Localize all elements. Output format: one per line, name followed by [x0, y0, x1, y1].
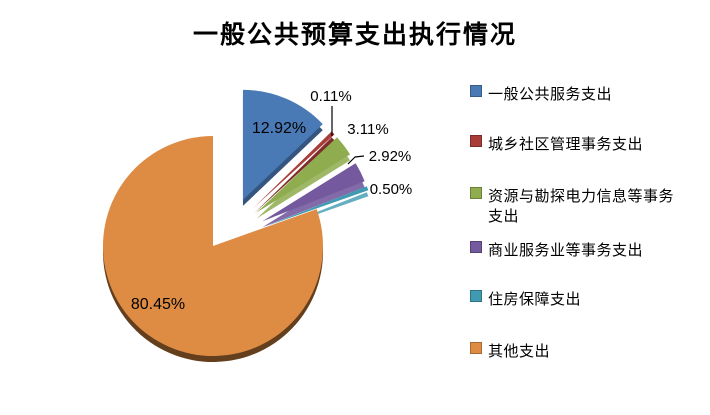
legend-item-3: 商业服务业等事务支出	[470, 241, 705, 261]
legend-item-1: 城乡社区管理事务支出	[470, 135, 705, 155]
slice-value-label-0: 12.92%	[252, 120, 306, 137]
legend-swatch-icon	[470, 135, 482, 147]
legend-item-4: 住房保障支出	[470, 290, 705, 310]
legend-swatch-icon	[470, 85, 482, 97]
legend-label: 一般公共服务支出	[488, 87, 613, 103]
legend-label: 资源与勘探电力信息等事务支出	[488, 189, 675, 225]
legend-label: 住房保障支出	[488, 292, 582, 308]
slice-value-label-5: 80.45%	[131, 296, 185, 313]
legend-label: 城乡社区管理事务支出	[488, 137, 644, 153]
pie-slice-5	[102, 136, 324, 356]
pie-slice-4	[264, 186, 369, 227]
slice-value-label-2: 3.11%	[347, 121, 388, 138]
slice-value-label-3: 2.92%	[369, 148, 412, 165]
slice-value-label-4: 0.50%	[370, 181, 413, 198]
slice-value-label-1: 0.11%	[310, 88, 351, 105]
pie-slice-2	[256, 137, 351, 213]
pie-slice-0	[242, 89, 323, 200]
legend-label: 商业服务业等事务支出	[488, 243, 644, 259]
legend-swatch-icon	[470, 342, 482, 354]
legend-swatch-icon	[470, 241, 482, 253]
pie-slice-3	[262, 163, 365, 222]
legend-item-0: 一般公共服务支出	[470, 85, 705, 105]
legend-item-2: 资源与勘探电力信息等事务支出	[470, 187, 705, 227]
chart-legend: 一般公共服务支出城乡社区管理事务支出资源与勘探电力信息等事务支出商业服务业等事务…	[470, 0, 708, 415]
pie-slice-depth-1	[253, 137, 335, 215]
legend-swatch-icon	[470, 290, 482, 302]
pie-slice-1	[253, 131, 335, 209]
label-leader-line-3	[347, 155, 365, 165]
chart-title: 一般公共预算支出执行情况	[192, 22, 517, 49]
legend-label: 其他支出	[488, 344, 551, 360]
legend-item-5: 其他支出	[470, 342, 705, 362]
legend-swatch-icon	[470, 187, 482, 199]
